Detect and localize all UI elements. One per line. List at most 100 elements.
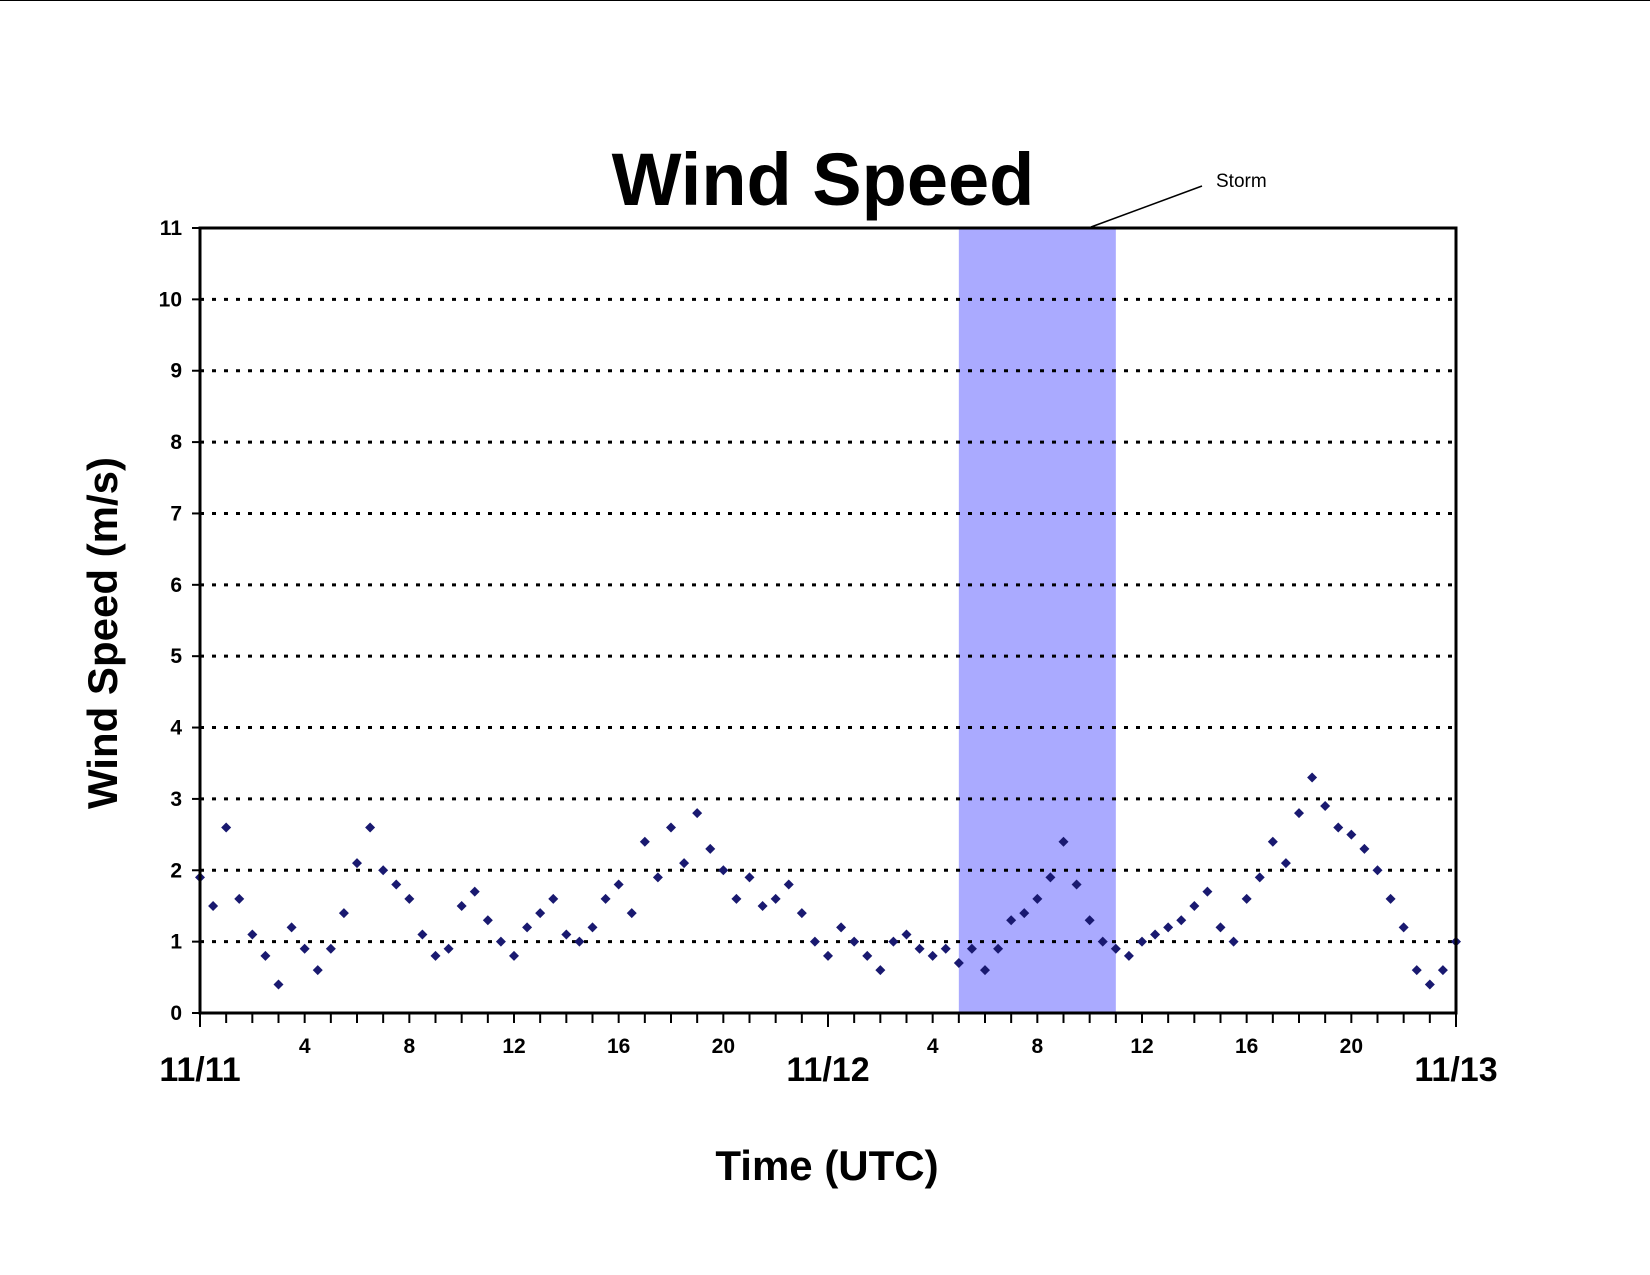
data-point	[299, 943, 310, 954]
plot-frame	[198, 226, 1458, 1015]
data-point	[940, 943, 951, 954]
data-point	[417, 929, 428, 940]
x-tick-label: 8	[403, 1035, 415, 1058]
data-point	[1097, 936, 1108, 947]
x-day-label: 11/13	[1414, 1051, 1497, 1089]
top-rule	[0, 0, 1650, 1]
storm-band	[958, 228, 1116, 1013]
data-point	[1385, 893, 1396, 904]
x-tick-label: 20	[1340, 1035, 1363, 1058]
data-point	[666, 822, 676, 833]
storm-leader-line	[1090, 185, 1203, 228]
data-point	[561, 929, 572, 940]
data-point	[352, 858, 362, 869]
data-point	[757, 900, 768, 911]
chart-title: Wind Speed	[612, 138, 1035, 221]
data-point	[260, 950, 271, 961]
data-point	[626, 908, 637, 919]
x-tick-label: 12	[1130, 1035, 1153, 1058]
x-tick-label: 4	[927, 1035, 939, 1058]
data-point	[1202, 886, 1213, 897]
data-point	[1307, 772, 1318, 783]
data-point	[1176, 915, 1187, 926]
data-point	[443, 943, 454, 954]
data-point	[247, 929, 258, 940]
data-point	[548, 893, 559, 904]
data-point	[679, 858, 690, 869]
data-point	[1084, 915, 1095, 926]
data-point	[953, 958, 964, 969]
data-point	[1228, 936, 1239, 947]
data-point	[1254, 872, 1265, 883]
data-point	[535, 908, 546, 919]
data-points	[195, 772, 1461, 990]
data-point	[875, 965, 886, 976]
data-point	[365, 822, 376, 833]
storm-label: Storm	[1216, 171, 1267, 192]
data-point	[966, 943, 977, 954]
data-point	[1006, 915, 1017, 926]
y-tick-label: 3	[170, 788, 182, 811]
data-point	[639, 836, 650, 847]
data-point	[862, 950, 873, 961]
data-point	[783, 879, 794, 890]
data-point	[1137, 936, 1147, 947]
data-point	[1359, 843, 1370, 854]
data-point	[1333, 822, 1344, 833]
data-point	[234, 893, 245, 904]
data-point	[273, 979, 284, 990]
data-point	[469, 886, 480, 897]
x-day-label: 11/11	[159, 1051, 240, 1089]
data-point	[430, 950, 441, 961]
data-point	[338, 908, 349, 919]
y-axis: 0 1 2 3 4 5 6 7 8 9 10 11	[159, 217, 200, 1025]
y-tick-label: 1	[170, 931, 182, 954]
data-point	[587, 922, 598, 933]
data-point	[796, 908, 807, 919]
x-axis-title: Time (UTC)	[715, 1142, 938, 1189]
data-point	[744, 872, 755, 883]
data-point	[1346, 829, 1357, 840]
data-point	[1320, 801, 1331, 812]
data-point	[1437, 965, 1448, 976]
data-point	[312, 965, 323, 976]
data-point	[1150, 929, 1161, 940]
data-point	[1241, 893, 1252, 904]
x-tick-label: 12	[502, 1035, 525, 1058]
data-point	[391, 879, 402, 890]
x-tick-label: 4	[299, 1035, 311, 1058]
data-point	[980, 965, 990, 976]
data-point	[325, 943, 336, 954]
y-tick-label: 9	[170, 360, 182, 383]
data-point	[1163, 922, 1174, 933]
data-point	[1294, 808, 1304, 819]
data-point	[1071, 879, 1082, 890]
data-point	[1045, 872, 1056, 883]
y-tick-label: 6	[170, 574, 182, 597]
data-point	[221, 822, 232, 833]
y-tick-label: 7	[170, 502, 182, 525]
data-point	[927, 950, 938, 961]
data-point	[836, 922, 847, 933]
data-point	[404, 893, 415, 904]
data-point	[378, 865, 389, 876]
y-tick-label: 10	[159, 288, 182, 311]
data-point	[495, 936, 506, 947]
gridlines	[200, 297, 1456, 944]
data-point	[1424, 979, 1435, 990]
data-point	[1215, 922, 1226, 933]
data-point	[482, 915, 493, 926]
data-point	[901, 929, 912, 940]
data-point	[1189, 900, 1200, 911]
data-point	[574, 936, 585, 947]
data-point	[1280, 858, 1291, 869]
x-tick-label: 16	[1235, 1035, 1258, 1058]
data-point	[208, 900, 219, 911]
data-point	[1123, 950, 1134, 961]
y-tick-label: 5	[170, 645, 182, 668]
data-point	[1032, 893, 1043, 904]
data-point	[1110, 943, 1121, 954]
data-point	[613, 879, 624, 890]
data-point	[718, 865, 729, 876]
